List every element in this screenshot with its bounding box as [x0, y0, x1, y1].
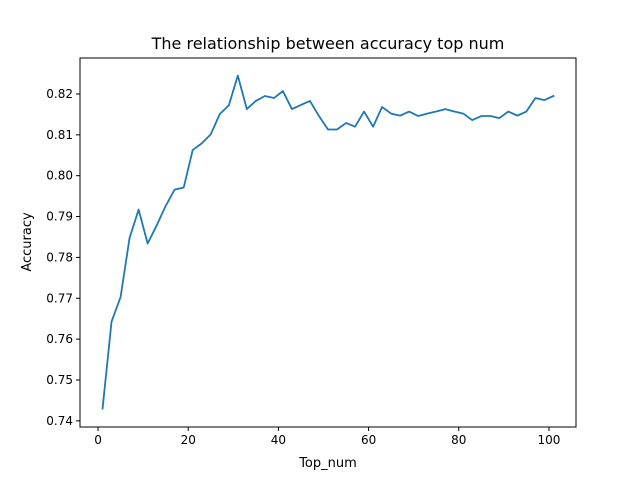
- x-tick-label: 20: [181, 433, 196, 447]
- y-tick-label: 0.80: [46, 169, 73, 183]
- plot-area: [80, 58, 576, 427]
- plot-frame: [79, 57, 577, 428]
- y-tick-label: 0.79: [46, 210, 73, 224]
- series-line: [101, 74, 555, 410]
- x-tick-label: 40: [271, 433, 286, 447]
- y-tick-label: 0.77: [46, 291, 73, 305]
- x-tick-label: 80: [451, 433, 466, 447]
- y-tick-label: 0.78: [46, 250, 73, 264]
- y-axis-label: Accuracy: [20, 212, 35, 272]
- y-tick-label: 0.74: [46, 414, 73, 428]
- y-axis-ticks: 0.74 0.75 0.76 0.77 0.78 0.79 0.80 0.81 0.82: [46, 87, 80, 428]
- x-axis-label: Top_num: [298, 456, 357, 471]
- series-layer: [101, 74, 555, 410]
- y-tick-label: 0.82: [46, 87, 73, 101]
- x-tick-label: 60: [361, 433, 376, 447]
- y-tick-label: 0.75: [46, 373, 73, 387]
- chart-title: The relationship between accuracy top nu…: [151, 34, 505, 53]
- x-tick-label: 100: [537, 433, 560, 447]
- x-tick-label: 0: [94, 433, 102, 447]
- y-tick-label: 0.76: [46, 332, 73, 346]
- x-axis-ticks: 0 20 40 60 80 100: [94, 427, 560, 447]
- y-tick-label: 0.81: [46, 128, 73, 142]
